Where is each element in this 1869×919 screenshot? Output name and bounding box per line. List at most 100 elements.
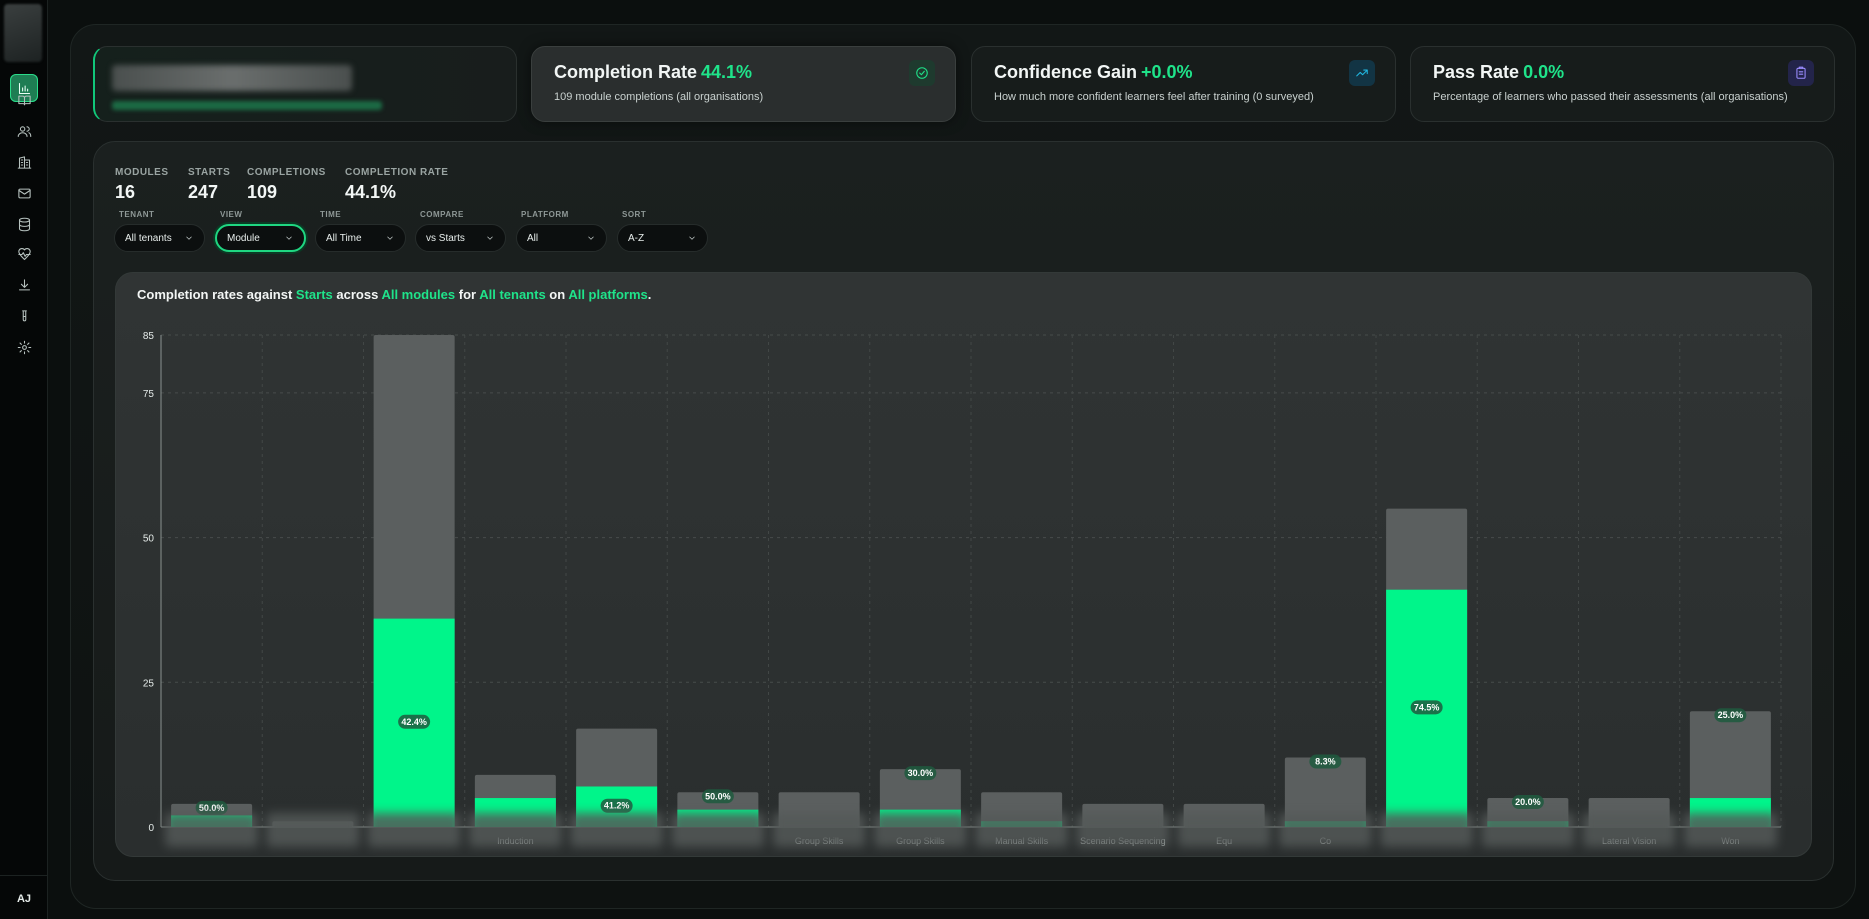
stat-completion-rate: COMPLETION RATE 44.1% [345,167,449,202]
sidebar-item-modules-icon-wrap[interactable] [10,86,38,114]
sidebar-item-database[interactable] [10,210,38,238]
card-subtitle: Percentage of learners who passed their … [1433,91,1788,103]
card-value: 0.0% [1523,62,1565,82]
redacted-x-label [1380,813,1474,847]
redacted-x-label [367,813,461,847]
user-avatar[interactable]: AJ [16,893,32,905]
redacted-x-label [1481,813,1575,847]
redacted-title [112,65,352,91]
redacted-x-label [468,813,562,847]
starts-bar [1284,757,1366,827]
sidebar-item-health[interactable] [10,240,38,268]
redacted-x-label [1076,813,1170,847]
rate-label-pill [195,800,228,815]
bar-chart-icon [18,82,30,94]
chevron-down-icon [487,236,493,240]
rate-label: 42.4% [401,717,427,727]
redacted-x-label [1278,813,1372,847]
app-logo[interactable] [4,4,42,62]
sidebar-item-settings[interactable] [10,333,38,361]
chevron-down-icon [286,236,292,240]
confidence-gain-card[interactable]: Confidence Gain +0.0% How much more confi… [971,46,1396,122]
chart-card: Completion rates against Starts across A… [115,272,1812,857]
completion-bar-chart: 02550758550.0%42.4%Induction41.2%50.0%Gr… [143,331,1782,847]
stat-modules: MODULES 16 [115,167,169,202]
filter-sort: SORT A-Z [617,210,708,252]
filter-compare: COMPARE vs Starts [415,210,506,252]
y-tick-label: 85 [143,331,155,342]
card-title: Completion Rate 44.1% [554,62,753,82]
sidebar-item-downloads[interactable] [10,271,38,299]
chevron-down-icon [689,236,695,240]
rate-label-pill [600,798,633,813]
y-tick-label: 25 [143,678,155,689]
users-icon [17,125,31,137]
sidebar-divider [0,875,47,876]
mail-icon [17,188,31,198]
stat-starts: STARTS 247 [188,167,231,202]
download-icon [18,278,30,290]
chevron-down-icon [186,236,192,240]
filter-view: VIEW Module [215,210,306,252]
building-icon [17,155,31,169]
rate-label: 8.3% [1315,757,1336,767]
organisation-card [93,46,517,122]
chevron-down-icon [588,236,594,240]
filter-time: TIME All Time [315,210,406,252]
stat-completions: COMPLETIONS 109 [247,167,326,202]
filter-tenant: TENANT All tenants [114,210,205,252]
card-subtitle: How much more confident learners feel af… [994,91,1314,103]
redacted-x-label [570,813,664,847]
rate-label-pill [1410,700,1443,715]
redacted-x-label [266,813,360,847]
rate-label: 25.0% [1718,710,1744,720]
rate-label-pill [701,789,734,804]
redacted-x-label [165,813,259,847]
platform-select[interactable]: All [516,224,607,252]
redacted-x-label [1177,813,1271,847]
sidebar-item-messages[interactable] [10,179,38,207]
card-subtitle: 109 module completions (all organisation… [554,91,764,103]
y-tick-label: 75 [143,389,155,400]
rate-label-pill [1309,754,1342,769]
y-tick-label: 50 [143,534,155,545]
analytics-panel: MODULES 16 STARTS 247 COMPLETIONS 109 COMPL… [93,141,1834,881]
database-icon [18,217,30,231]
sidebar-item-tests[interactable] [10,302,38,330]
chevron-down-icon [387,236,393,240]
pass-rate-card[interactable]: Pass Rate 0.0% Percentage of learners who… [1410,46,1835,122]
heart-pulse-icon [17,247,31,260]
rate-label: 50.0% [705,791,731,801]
filter-platform: PLATFORM All [516,210,607,252]
rate-label: 50.0% [199,803,225,813]
view-select[interactable]: Module [215,224,306,252]
compare-select[interactable]: vs Starts [415,224,506,252]
rate-label: 30.0% [908,768,934,778]
redacted-x-label [671,813,765,847]
time-select[interactable]: All Time [315,224,406,252]
check-circle-icon [909,60,935,86]
clipboard-icon [1788,60,1814,86]
card-title: Confidence Gain +0.0% [994,62,1193,82]
card-title: Pass Rate 0.0% [1433,62,1565,82]
card-value: 44.1% [701,62,753,82]
book-icon [17,95,31,105]
sidebar-item-organisations[interactable] [10,148,38,176]
tenant-select[interactable]: All tenants [114,224,205,252]
redacted-x-label [975,813,1069,847]
chart-caption: Completion rates against Starts across A… [137,287,652,302]
gear-icon [17,340,31,354]
rate-label-pill [1511,795,1544,810]
redacted-x-label [1582,813,1676,847]
sort-select[interactable]: A-Z [617,224,708,252]
sidebar: AJ [0,0,48,919]
redacted-x-label [772,813,866,847]
test-tube-icon [21,309,27,321]
rate-label-pill [904,766,937,781]
sidebar-item-users[interactable] [10,117,38,145]
redacted-subtitle [112,101,382,110]
completion-rate-card[interactable]: Completion Rate 44.1% 109 module completi… [531,46,956,122]
rate-label: 41.2% [604,801,630,811]
rate-label: 20.0% [1515,797,1541,807]
rate-label-pill [398,714,431,729]
